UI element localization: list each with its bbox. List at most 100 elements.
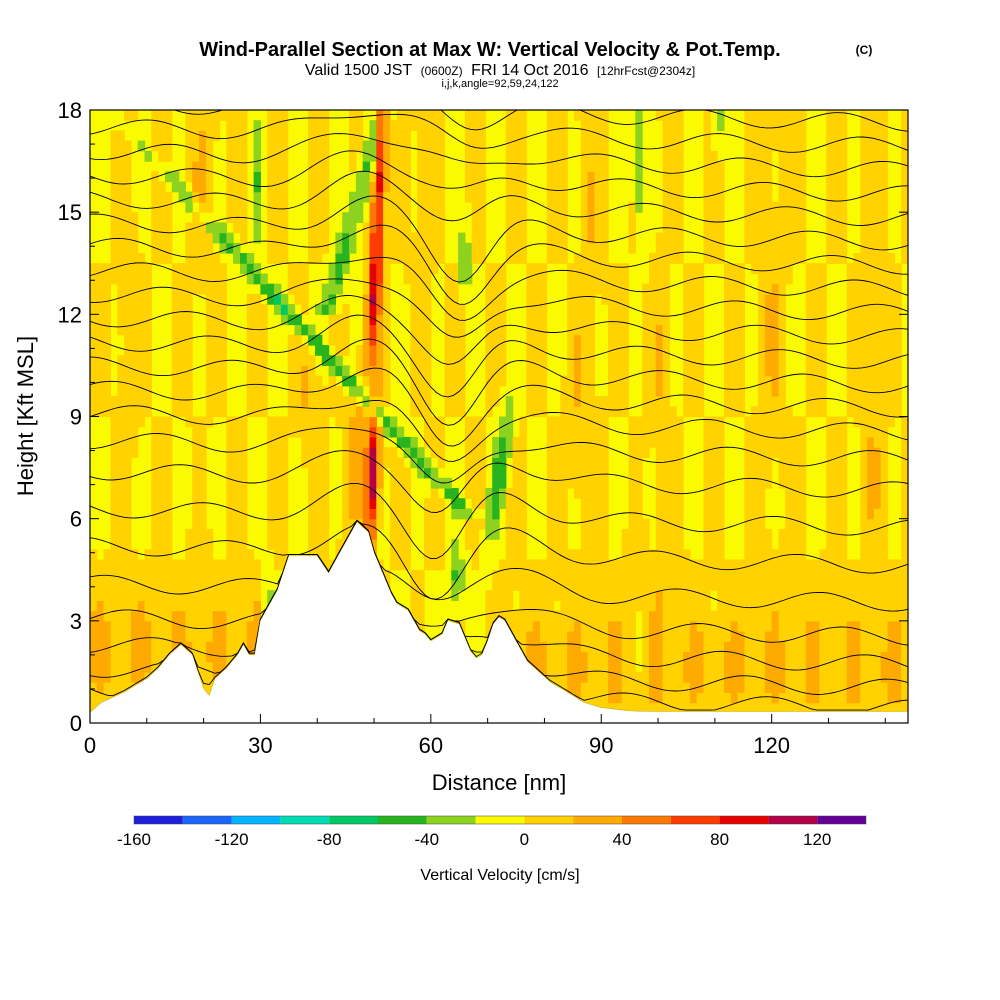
- w-cell: [758, 314, 766, 326]
- w-cell: [764, 610, 773, 622]
- w-cell: [185, 253, 193, 264]
- w-cell: [144, 610, 152, 622]
- w-cell: [833, 222, 841, 234]
- w-cell: [389, 130, 398, 142]
- w-cell: [478, 171, 486, 183]
- w-cell: [546, 447, 555, 458]
- w-cell: [792, 488, 800, 499]
- w-cell: [519, 559, 527, 571]
- w-cell: [539, 345, 548, 356]
- w-cell: [199, 569, 207, 581]
- w-cell: [669, 610, 677, 622]
- w-cell: [744, 130, 752, 142]
- w-cell: [158, 488, 166, 499]
- w-cell: [505, 580, 514, 591]
- w-cell: [880, 304, 889, 315]
- w-cell: [880, 692, 889, 704]
- w-cell: [205, 385, 214, 397]
- w-cell: [424, 518, 432, 530]
- w-cell: [226, 477, 234, 489]
- w-cell: [689, 641, 698, 653]
- w-cell: [567, 447, 575, 458]
- w-cell: [315, 488, 323, 499]
- w-cell: [274, 181, 282, 193]
- w-cell: [758, 396, 766, 407]
- w-cell: [751, 651, 759, 663]
- w-cell: [744, 559, 752, 571]
- w-cell: [389, 467, 398, 479]
- w-cell: [635, 477, 643, 489]
- w-cell: [785, 590, 793, 601]
- w-cell: [110, 488, 118, 499]
- w-cell: [594, 130, 602, 142]
- w-cell: [846, 365, 855, 377]
- w-cell: [185, 283, 193, 295]
- w-cell: [499, 263, 507, 274]
- w-cell: [655, 416, 664, 428]
- w-cell: [785, 171, 793, 183]
- w-cell: [171, 600, 180, 612]
- w-cell: [199, 263, 207, 274]
- w-cell: [376, 263, 384, 274]
- w-cell: [335, 314, 343, 326]
- w-cell: [901, 222, 908, 234]
- w-cell: [621, 661, 630, 673]
- theta-contour: [90, 399, 908, 462]
- w-cell: [628, 569, 636, 581]
- w-cell: [764, 212, 773, 223]
- w-cell: [294, 314, 302, 326]
- w-cell: [205, 590, 214, 601]
- w-cell: [396, 426, 405, 438]
- w-cell: [410, 590, 418, 601]
- w-cell: [880, 334, 889, 346]
- w-cell: [792, 620, 800, 632]
- w-cell: [873, 314, 882, 326]
- w-cell: [655, 610, 664, 622]
- w-cell: [873, 232, 882, 244]
- w-cell: [792, 600, 800, 612]
- w-cell: [417, 263, 425, 274]
- w-cell: [212, 661, 221, 673]
- w-cell: [485, 293, 493, 305]
- w-cell: [199, 201, 207, 213]
- w-cell: [165, 253, 173, 264]
- w-cell: [751, 569, 759, 581]
- w-cell: [567, 682, 575, 693]
- w-cell: [703, 161, 711, 172]
- w-cell: [546, 242, 555, 254]
- w-cell: [137, 283, 146, 295]
- w-cell: [90, 375, 98, 387]
- w-cell: [737, 559, 745, 571]
- w-cell: [315, 457, 323, 469]
- w-cell: [758, 426, 766, 438]
- w-cell: [860, 447, 868, 458]
- w-cell: [301, 385, 309, 397]
- w-cell: [710, 171, 718, 183]
- w-cell: [342, 467, 350, 479]
- w-cell: [778, 191, 786, 203]
- w-cell: [424, 355, 432, 366]
- w-cell: [758, 283, 766, 295]
- w-cell: [587, 416, 595, 428]
- w-cell: [240, 150, 248, 162]
- w-cell: [110, 580, 118, 591]
- w-cell: [294, 263, 302, 274]
- w-cell: [601, 201, 609, 213]
- w-cell: [321, 345, 330, 356]
- w-cell: [764, 569, 773, 581]
- w-cell: [539, 365, 548, 377]
- w-cell: [403, 477, 411, 489]
- w-cell: [887, 590, 895, 601]
- w-cell: [601, 610, 609, 622]
- w-cell: [853, 631, 861, 642]
- w-cell: [758, 641, 766, 653]
- w-cell: [151, 416, 159, 428]
- w-cell: [635, 110, 643, 121]
- w-cell: [860, 498, 868, 509]
- w-cell: [424, 467, 432, 479]
- w-cell: [512, 569, 520, 581]
- w-cell: [621, 539, 630, 550]
- w-cell: [260, 273, 268, 285]
- w-cell: [117, 181, 125, 193]
- w-cell: [110, 477, 118, 489]
